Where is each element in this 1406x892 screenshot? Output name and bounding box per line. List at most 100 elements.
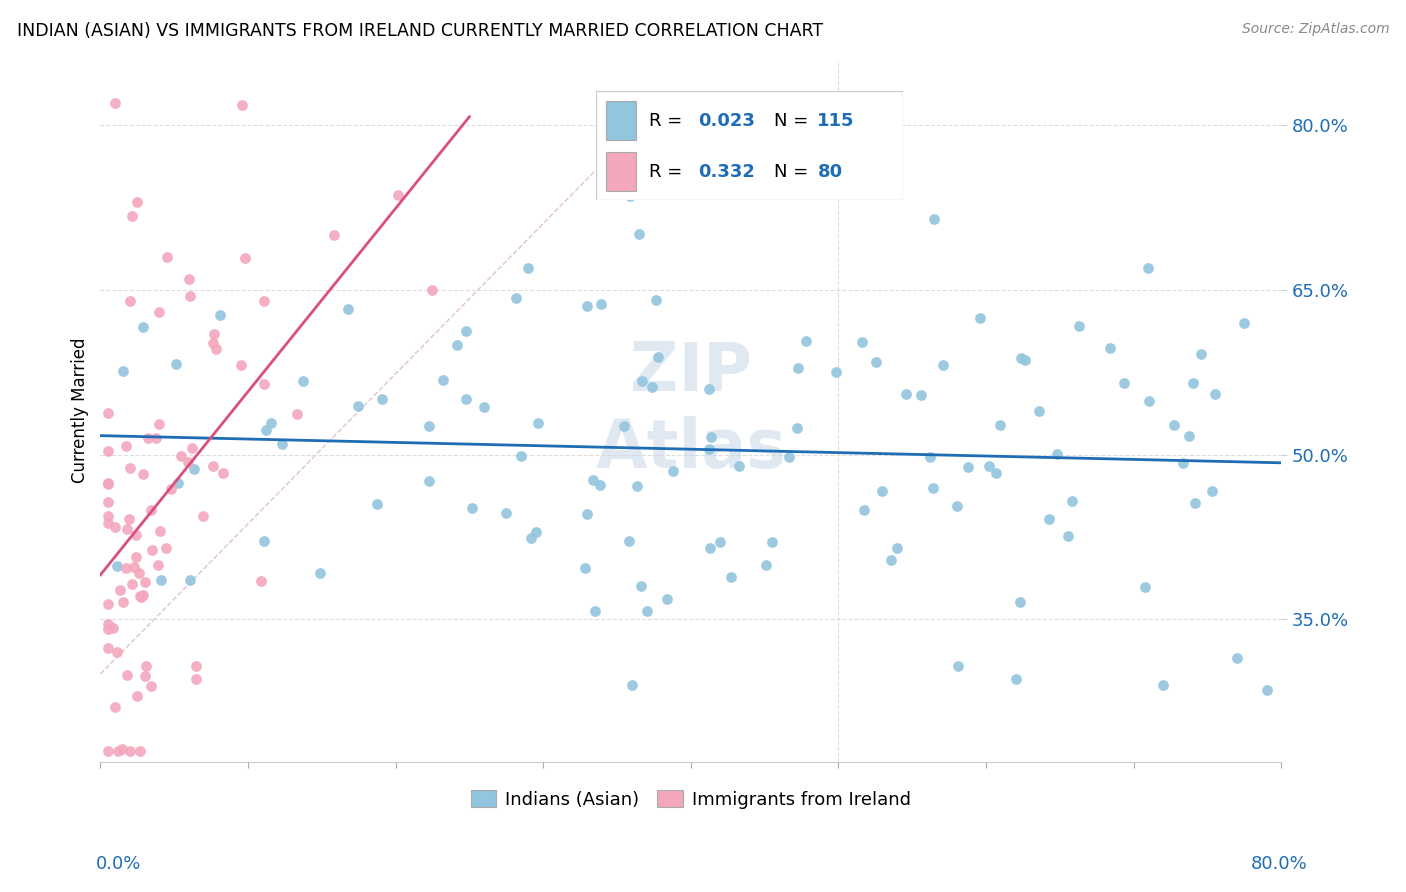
Point: [271, 437, 294, 451]
Text: ZIP
Atlas: ZIP Atlas: [595, 340, 786, 482]
Point: [134, 575, 156, 590]
Point: [125, 527, 148, 541]
Point: [418, 418, 440, 433]
Point: [292, 374, 315, 388]
Point: [167, 476, 190, 491]
Point: [1184, 496, 1206, 510]
Point: [619, 189, 641, 203]
Point: [125, 549, 148, 564]
Point: [583, 604, 606, 618]
Point: [155, 541, 177, 555]
Point: [709, 535, 731, 549]
Point: [575, 507, 598, 521]
Point: [193, 508, 215, 523]
Point: [97, 477, 120, 491]
Point: [1204, 387, 1226, 401]
Point: [591, 296, 613, 310]
Point: [870, 484, 893, 499]
Point: [97, 495, 120, 509]
Point: [128, 566, 150, 580]
Point: [104, 96, 127, 111]
Point: [461, 500, 484, 515]
Point: [138, 431, 160, 445]
Point: [256, 423, 278, 437]
Point: [159, 482, 181, 496]
Point: [920, 450, 942, 464]
Point: [825, 365, 848, 379]
Point: [118, 460, 141, 475]
Point: [141, 543, 163, 558]
Point: [107, 744, 129, 758]
Point: [115, 668, 138, 682]
Point: [851, 335, 873, 350]
Point: [97, 622, 120, 636]
Point: [527, 416, 550, 430]
Point: [700, 429, 723, 443]
Point: [150, 573, 173, 587]
Point: [145, 431, 167, 445]
Point: [1014, 353, 1036, 368]
Point: [186, 673, 208, 687]
Point: [148, 305, 170, 319]
Point: [505, 292, 527, 306]
Point: [170, 449, 193, 463]
Point: [1112, 376, 1135, 391]
Point: [309, 566, 332, 580]
Point: [139, 679, 162, 693]
Point: [896, 387, 918, 401]
Point: [371, 392, 394, 407]
Point: [657, 591, 679, 606]
Point: [1060, 494, 1083, 508]
Point: [108, 582, 131, 597]
Point: [510, 450, 533, 464]
Point: [1010, 351, 1032, 365]
Point: [446, 337, 468, 351]
Point: [886, 541, 908, 555]
Point: [647, 350, 669, 364]
Point: [146, 558, 169, 572]
Point: [118, 293, 141, 308]
Point: [1004, 673, 1026, 687]
Point: [208, 309, 231, 323]
Point: [97, 443, 120, 458]
Point: [250, 574, 273, 589]
Point: [617, 534, 640, 549]
Point: [1137, 260, 1160, 275]
Point: [432, 373, 454, 387]
Text: Source: ZipAtlas.com: Source: ZipAtlas.com: [1241, 22, 1389, 37]
Point: [346, 399, 368, 413]
Point: [627, 227, 650, 241]
Point: [134, 669, 156, 683]
Point: [97, 406, 120, 420]
Point: [231, 358, 253, 372]
Point: [184, 659, 207, 673]
Point: [880, 553, 903, 567]
Point: [1010, 595, 1032, 609]
Point: [148, 417, 170, 431]
Point: [524, 524, 547, 539]
Point: [1056, 529, 1078, 543]
Point: [135, 659, 157, 673]
Point: [932, 358, 955, 372]
Point: [132, 319, 155, 334]
Point: [111, 595, 134, 609]
Point: [111, 741, 134, 756]
Point: [921, 481, 943, 495]
Point: [613, 418, 636, 433]
Point: [1028, 404, 1050, 418]
Point: [253, 377, 276, 392]
Point: [727, 458, 749, 473]
Point: [180, 441, 202, 455]
Point: [418, 474, 440, 488]
Point: [97, 509, 120, 524]
Point: [132, 467, 155, 481]
Point: [97, 617, 120, 632]
Point: [761, 535, 783, 549]
Point: [1189, 347, 1212, 361]
Point: [924, 211, 946, 226]
Point: [1181, 376, 1204, 391]
Point: [574, 560, 596, 574]
Text: 0.0%: 0.0%: [96, 855, 141, 872]
Point: [177, 272, 200, 286]
Point: [1137, 394, 1160, 409]
